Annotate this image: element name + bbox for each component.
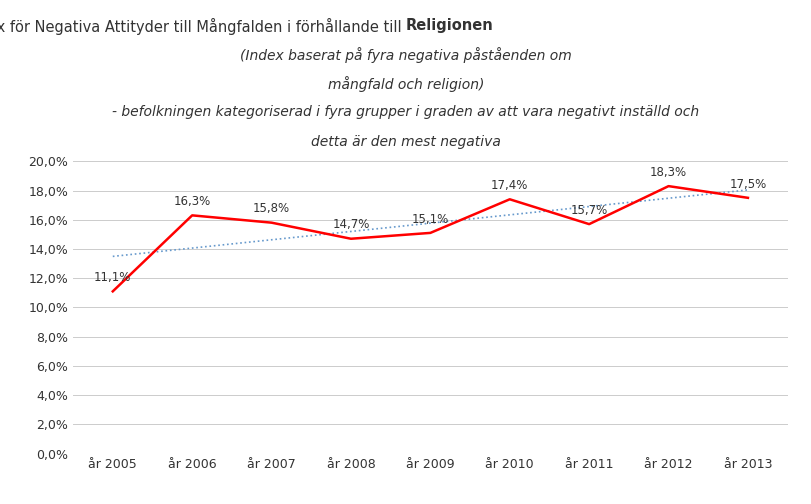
Text: 17,4%: 17,4% (491, 179, 528, 192)
Text: 18,3%: 18,3% (649, 166, 686, 179)
Text: 17,5%: 17,5% (728, 177, 766, 191)
Text: 14,7%: 14,7% (332, 218, 369, 231)
Text: Religionen: Religionen (406, 18, 493, 33)
Text: detta är den mest negativa: detta är den mest negativa (311, 135, 500, 149)
Text: 16,3%: 16,3% (174, 195, 211, 208)
Text: Index för Negativa Attityder till Mångfalden i förhållande till: Index för Negativa Attityder till Mångfa… (0, 18, 406, 35)
Text: - befolkningen kategoriserad i fyra grupper i graden av att vara negativt instäl: - befolkningen kategoriserad i fyra grup… (112, 105, 699, 119)
Text: (Index baserat på fyra negativa påståenden om: (Index baserat på fyra negativa påståend… (240, 47, 571, 63)
Text: 15,1%: 15,1% (411, 213, 448, 226)
Text: 11,1%: 11,1% (94, 271, 131, 284)
Text: mångfald och religion): mångfald och religion) (328, 76, 483, 92)
Text: 15,8%: 15,8% (253, 203, 290, 215)
Text: 15,7%: 15,7% (570, 204, 607, 217)
